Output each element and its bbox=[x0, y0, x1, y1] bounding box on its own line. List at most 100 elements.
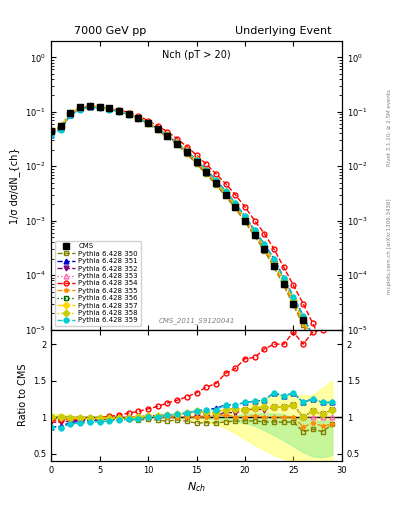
Pythia 6.428 356 bbox=[175, 140, 180, 146]
Pythia 6.428 350 bbox=[262, 248, 267, 254]
Line: Pythia 6.428 351: Pythia 6.428 351 bbox=[49, 104, 335, 382]
Pythia 6.428 358 bbox=[262, 243, 267, 249]
Pythia 6.428 351 bbox=[262, 241, 267, 247]
Pythia 6.428 358 bbox=[213, 178, 218, 184]
Pythia 6.428 355 bbox=[194, 159, 199, 165]
Pythia 6.428 359 bbox=[213, 177, 218, 183]
CMS bbox=[194, 159, 199, 165]
Pythia 6.428 351 bbox=[213, 177, 218, 183]
Pythia 6.428 359 bbox=[310, 333, 315, 339]
Pythia 6.428 351 bbox=[68, 112, 73, 118]
Pythia 6.428 352 bbox=[320, 358, 325, 365]
Pythia 6.428 359 bbox=[320, 355, 325, 361]
Pythia 6.428 355 bbox=[262, 246, 267, 252]
Pythia 6.428 355 bbox=[88, 103, 92, 109]
Pythia 6.428 357 bbox=[194, 157, 199, 163]
Pythia 6.428 352 bbox=[242, 216, 247, 222]
Pythia 6.428 351 bbox=[155, 125, 160, 132]
Pythia 6.428 352 bbox=[272, 260, 276, 266]
Pythia 6.428 357 bbox=[262, 243, 267, 249]
Pythia 6.428 351 bbox=[59, 126, 63, 132]
Pythia 6.428 359 bbox=[136, 115, 141, 121]
Pythia 6.428 359 bbox=[184, 148, 189, 154]
Line: Pythia 6.428 359: Pythia 6.428 359 bbox=[49, 105, 335, 382]
Pythia 6.428 357 bbox=[59, 123, 63, 129]
Pythia 6.428 357 bbox=[184, 148, 189, 154]
Pythia 6.428 359 bbox=[175, 140, 180, 146]
CMS bbox=[78, 104, 83, 111]
Pythia 6.428 357 bbox=[78, 104, 83, 111]
Pythia 6.428 358 bbox=[242, 216, 247, 222]
Pythia 6.428 350 bbox=[252, 233, 257, 239]
Pythia 6.428 358 bbox=[165, 132, 170, 138]
CMS bbox=[213, 180, 218, 186]
Pythia 6.428 358 bbox=[136, 115, 141, 121]
Pythia 6.428 351 bbox=[223, 188, 228, 194]
Pythia 6.428 353 bbox=[59, 123, 63, 130]
Pythia 6.428 351 bbox=[291, 294, 296, 300]
Pythia 6.428 357 bbox=[204, 167, 209, 174]
CMS bbox=[242, 218, 247, 224]
Line: Pythia 6.428 353: Pythia 6.428 353 bbox=[49, 103, 335, 387]
Pythia 6.428 350 bbox=[88, 103, 92, 109]
Pythia 6.428 350 bbox=[126, 112, 131, 118]
CMS bbox=[175, 141, 180, 147]
CMS bbox=[301, 317, 305, 323]
CMS bbox=[320, 359, 325, 366]
CMS bbox=[97, 103, 102, 110]
Pythia 6.428 354 bbox=[136, 113, 141, 119]
Pythia 6.428 353 bbox=[252, 229, 257, 235]
CMS bbox=[204, 169, 209, 175]
Pythia 6.428 352 bbox=[136, 115, 141, 121]
Line: Pythia 6.428 352: Pythia 6.428 352 bbox=[49, 104, 335, 384]
Pythia 6.428 354 bbox=[310, 321, 315, 327]
Pythia 6.428 356 bbox=[291, 297, 296, 303]
Pythia 6.428 350 bbox=[233, 205, 238, 211]
Pythia 6.428 357 bbox=[213, 178, 218, 184]
Pythia 6.428 358 bbox=[320, 358, 325, 365]
Pythia 6.428 353 bbox=[213, 178, 218, 184]
Pythia 6.428 353 bbox=[204, 167, 209, 174]
Pythia 6.428 355 bbox=[107, 106, 112, 112]
Pythia 6.428 358 bbox=[281, 278, 286, 284]
Pythia 6.428 353 bbox=[310, 338, 315, 345]
CMS bbox=[310, 338, 315, 345]
Pythia 6.428 352 bbox=[204, 169, 209, 175]
Pythia 6.428 355 bbox=[184, 150, 189, 156]
Pythia 6.428 353 bbox=[78, 104, 83, 111]
Pythia 6.428 356 bbox=[97, 104, 102, 110]
CMS bbox=[272, 263, 276, 269]
Pythia 6.428 356 bbox=[301, 317, 305, 323]
Pythia 6.428 350 bbox=[204, 171, 209, 177]
Pythia 6.428 351 bbox=[301, 313, 305, 319]
CMS bbox=[68, 110, 73, 116]
Pythia 6.428 353 bbox=[320, 359, 325, 366]
Pythia 6.428 355 bbox=[59, 123, 63, 130]
Pythia 6.428 358 bbox=[107, 105, 112, 112]
CMS bbox=[136, 115, 141, 121]
Pythia 6.428 357 bbox=[49, 128, 53, 134]
Pythia 6.428 357 bbox=[281, 278, 286, 284]
Pythia 6.428 359 bbox=[301, 313, 305, 319]
Pythia 6.428 351 bbox=[49, 132, 53, 138]
Pythia 6.428 350 bbox=[68, 111, 73, 117]
Pythia 6.428 358 bbox=[78, 104, 83, 111]
Pythia 6.428 355 bbox=[117, 108, 121, 114]
Pythia 6.428 352 bbox=[184, 150, 189, 156]
Line: Pythia 6.428 350: Pythia 6.428 350 bbox=[49, 103, 335, 389]
CMS bbox=[223, 191, 228, 198]
Pythia 6.428 357 bbox=[68, 110, 73, 116]
Pythia 6.428 352 bbox=[301, 317, 305, 323]
Pythia 6.428 358 bbox=[272, 260, 276, 266]
Pythia 6.428 351 bbox=[78, 106, 83, 112]
Pythia 6.428 356 bbox=[213, 178, 218, 184]
Pythia 6.428 351 bbox=[165, 132, 170, 138]
Pythia 6.428 352 bbox=[310, 337, 315, 343]
Pythia 6.428 357 bbox=[233, 201, 238, 207]
Pythia 6.428 355 bbox=[146, 120, 151, 126]
Pythia 6.428 357 bbox=[175, 140, 180, 146]
Pythia 6.428 354 bbox=[204, 161, 209, 167]
Text: Rivet 3.1.10; ≥ 2.5M events: Rivet 3.1.10; ≥ 2.5M events bbox=[387, 90, 392, 166]
Pythia 6.428 356 bbox=[107, 105, 112, 112]
Pythia 6.428 355 bbox=[272, 263, 276, 269]
